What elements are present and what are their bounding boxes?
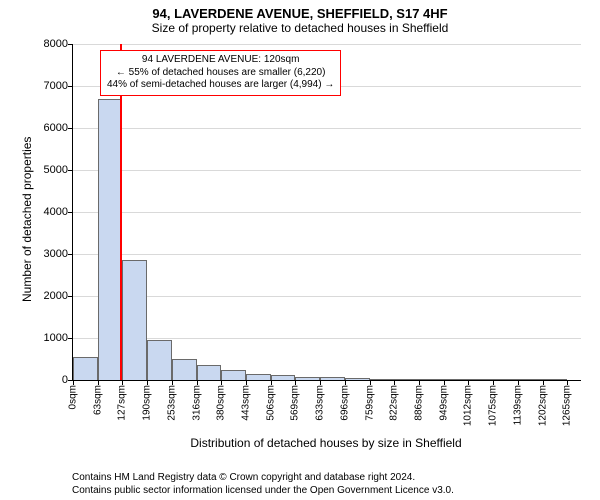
- y-tick-label: 2000: [44, 290, 73, 302]
- x-tick-label: 127sqm: [117, 380, 128, 421]
- x-tick-label: 316sqm: [191, 380, 202, 421]
- gridline: [73, 338, 581, 339]
- annotation-line: 44% of semi-detached houses are larger (…: [107, 79, 334, 92]
- x-tick-label: 1265sqm: [562, 380, 573, 426]
- x-tick-label: 949sqm: [438, 380, 449, 421]
- footer-attribution: Contains HM Land Registry data © Crown c…: [72, 472, 454, 497]
- gridline: [73, 44, 581, 45]
- x-tick-label: 253sqm: [166, 380, 177, 421]
- gridline: [73, 254, 581, 255]
- y-tick-label: 4000: [44, 206, 73, 218]
- y-tick-label: 6000: [44, 122, 73, 134]
- y-tick-label: 3000: [44, 248, 73, 260]
- histogram-bar: [122, 260, 147, 380]
- x-tick-label: 443sqm: [241, 380, 252, 421]
- x-tick-label: 1012sqm: [463, 380, 474, 426]
- x-tick-label: 1139sqm: [512, 380, 523, 425]
- gridline: [73, 296, 581, 297]
- y-tick-label: 5000: [44, 164, 73, 176]
- x-tick-label: 506sqm: [265, 380, 276, 421]
- x-tick-label: 0sqm: [68, 380, 79, 409]
- x-tick-label: 63sqm: [92, 380, 103, 415]
- x-tick-label: 759sqm: [364, 380, 375, 421]
- annotation-line: ← 55% of detached houses are smaller (6,…: [107, 67, 334, 80]
- x-tick-label: 1075sqm: [488, 380, 499, 426]
- x-tick-label: 696sqm: [339, 380, 350, 421]
- histogram-bar: [172, 359, 197, 380]
- y-tick-label: 8000: [44, 38, 73, 50]
- gridline: [73, 170, 581, 171]
- y-tick-label: 7000: [44, 80, 73, 92]
- histogram-bar: [147, 340, 172, 380]
- footer-line-1: Contains HM Land Registry data © Crown c…: [72, 472, 454, 485]
- chart-container: 94, LAVERDENE AVENUE, SHEFFIELD, S17 4HF…: [0, 0, 600, 500]
- x-axis-label: Distribution of detached houses by size …: [72, 436, 580, 450]
- chart-subtitle: Size of property relative to detached ho…: [0, 21, 600, 39]
- footer-line-2: Contains public sector information licen…: [72, 485, 454, 498]
- gridline: [73, 128, 581, 129]
- x-tick-label: 190sqm: [142, 380, 153, 421]
- chart-title: 94, LAVERDENE AVENUE, SHEFFIELD, S17 4HF: [0, 0, 600, 21]
- histogram-bar: [197, 365, 222, 380]
- x-tick-label: 633sqm: [315, 380, 326, 421]
- x-tick-label: 1202sqm: [537, 380, 548, 426]
- annotation-box: 94 LAVERDENE AVENUE: 120sqm← 55% of deta…: [100, 50, 341, 96]
- histogram-bar: [221, 370, 246, 381]
- histogram-bar: [73, 357, 98, 380]
- y-axis-label: Number of detached properties: [20, 137, 34, 302]
- x-tick-label: 886sqm: [414, 380, 425, 421]
- gridline: [73, 212, 581, 213]
- x-tick-label: 569sqm: [290, 380, 301, 421]
- y-tick-label: 1000: [44, 332, 73, 344]
- x-tick-label: 380sqm: [216, 380, 227, 421]
- annotation-line: 94 LAVERDENE AVENUE: 120sqm: [107, 54, 334, 67]
- histogram-bar: [98, 99, 123, 380]
- x-tick-label: 822sqm: [389, 380, 400, 421]
